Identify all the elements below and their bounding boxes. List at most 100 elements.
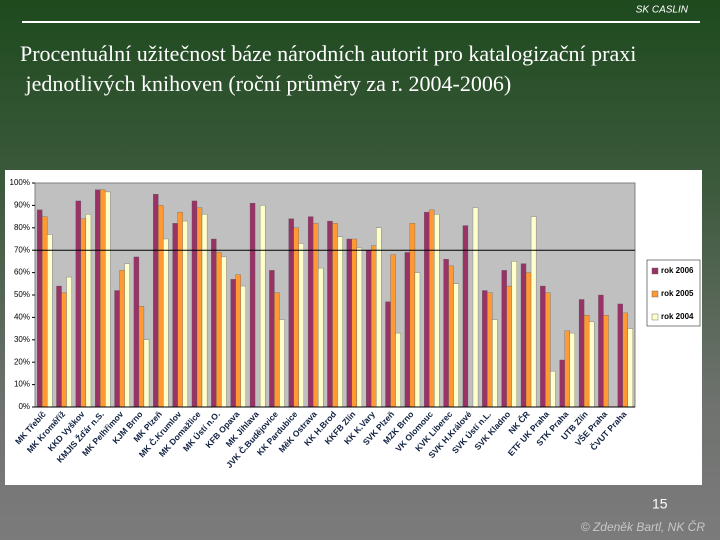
bar xyxy=(598,294,604,408)
legend-swatch xyxy=(651,313,659,321)
bar xyxy=(569,332,575,408)
y-tick-label: 100% xyxy=(10,178,30,187)
bar xyxy=(211,238,217,408)
bar xyxy=(230,279,236,408)
bar xyxy=(545,292,551,408)
chart-title: Procentuální užitečnost báze národních a… xyxy=(20,41,636,96)
bar xyxy=(395,332,401,408)
bar xyxy=(105,191,111,408)
bar xyxy=(95,189,101,408)
bar xyxy=(351,238,358,408)
bar xyxy=(56,285,62,408)
bar xyxy=(216,252,222,408)
bar xyxy=(472,207,479,408)
bar xyxy=(617,303,623,408)
bar xyxy=(424,211,430,408)
bar xyxy=(511,261,517,408)
legend-swatch xyxy=(651,290,659,298)
bar xyxy=(462,225,469,408)
y-tick-label: 40% xyxy=(14,313,30,322)
bar xyxy=(201,214,208,408)
bar xyxy=(540,285,546,408)
bar xyxy=(182,220,188,408)
title-line: Procentuální užitečnost báze národních a… xyxy=(20,41,636,66)
bar xyxy=(133,256,140,408)
bar xyxy=(274,292,280,408)
bar xyxy=(429,209,435,408)
title-line: jednotlivých knihoven (roční průměry za … xyxy=(20,71,511,96)
bar xyxy=(404,252,411,408)
bar xyxy=(506,285,512,408)
y-tick-label: 0% xyxy=(18,402,30,411)
bar xyxy=(627,328,634,408)
bar xyxy=(312,223,319,408)
bar xyxy=(530,216,537,408)
bar xyxy=(622,312,628,408)
bar xyxy=(588,321,595,408)
bar xyxy=(191,200,198,408)
legend-label: rok 2004 xyxy=(661,312,694,321)
bar xyxy=(346,238,352,408)
bar xyxy=(356,247,363,408)
bar xyxy=(492,319,498,408)
page-number: 15 xyxy=(652,496,668,512)
bar xyxy=(163,238,169,408)
bar xyxy=(550,371,556,408)
header: SK CASLIN xyxy=(636,5,689,16)
y-tick-label: 90% xyxy=(14,201,30,210)
y-tick-label: 80% xyxy=(14,223,30,232)
bar xyxy=(42,216,48,408)
bar xyxy=(75,200,82,408)
bar xyxy=(327,220,333,408)
bar xyxy=(482,290,488,408)
bar xyxy=(525,272,532,408)
bar xyxy=(196,207,203,408)
bar xyxy=(158,205,164,408)
bar xyxy=(138,306,145,408)
bar xyxy=(293,227,299,408)
bar xyxy=(487,292,493,408)
y-tick-label: 60% xyxy=(14,268,30,277)
bar xyxy=(564,330,570,408)
bar xyxy=(337,236,343,408)
bar xyxy=(443,259,449,408)
bar xyxy=(269,270,275,408)
footer-author: © Zdeněk Bartl, NK ČR xyxy=(581,519,706,534)
bar xyxy=(520,263,527,408)
bar xyxy=(376,227,382,408)
bar xyxy=(366,250,372,408)
bar xyxy=(100,189,106,408)
bar xyxy=(143,339,150,408)
y-tick-label: 20% xyxy=(14,357,30,366)
bar xyxy=(371,245,377,408)
bar xyxy=(80,218,87,408)
bar xyxy=(114,290,120,408)
bar xyxy=(578,299,585,408)
legend-swatch xyxy=(651,267,659,275)
bar xyxy=(172,223,178,408)
bar xyxy=(36,209,43,408)
bar xyxy=(409,223,416,408)
bar xyxy=(332,223,338,408)
bar xyxy=(453,283,459,408)
y-tick-label: 70% xyxy=(14,245,30,254)
bar xyxy=(85,214,92,408)
bar xyxy=(298,243,304,408)
bar xyxy=(307,216,314,408)
bar xyxy=(288,218,294,408)
bar xyxy=(177,211,183,408)
bar xyxy=(235,274,241,408)
y-tick-label: 10% xyxy=(14,380,30,389)
bar xyxy=(318,267,324,408)
bar xyxy=(240,285,246,408)
bar xyxy=(448,265,454,408)
bar xyxy=(583,315,590,408)
y-tick-label: 50% xyxy=(14,290,30,299)
bar xyxy=(390,254,396,408)
bar xyxy=(385,301,391,408)
bar xyxy=(124,263,130,408)
bar xyxy=(603,315,609,408)
y-tick-label: 30% xyxy=(14,335,30,344)
bar xyxy=(221,256,227,408)
